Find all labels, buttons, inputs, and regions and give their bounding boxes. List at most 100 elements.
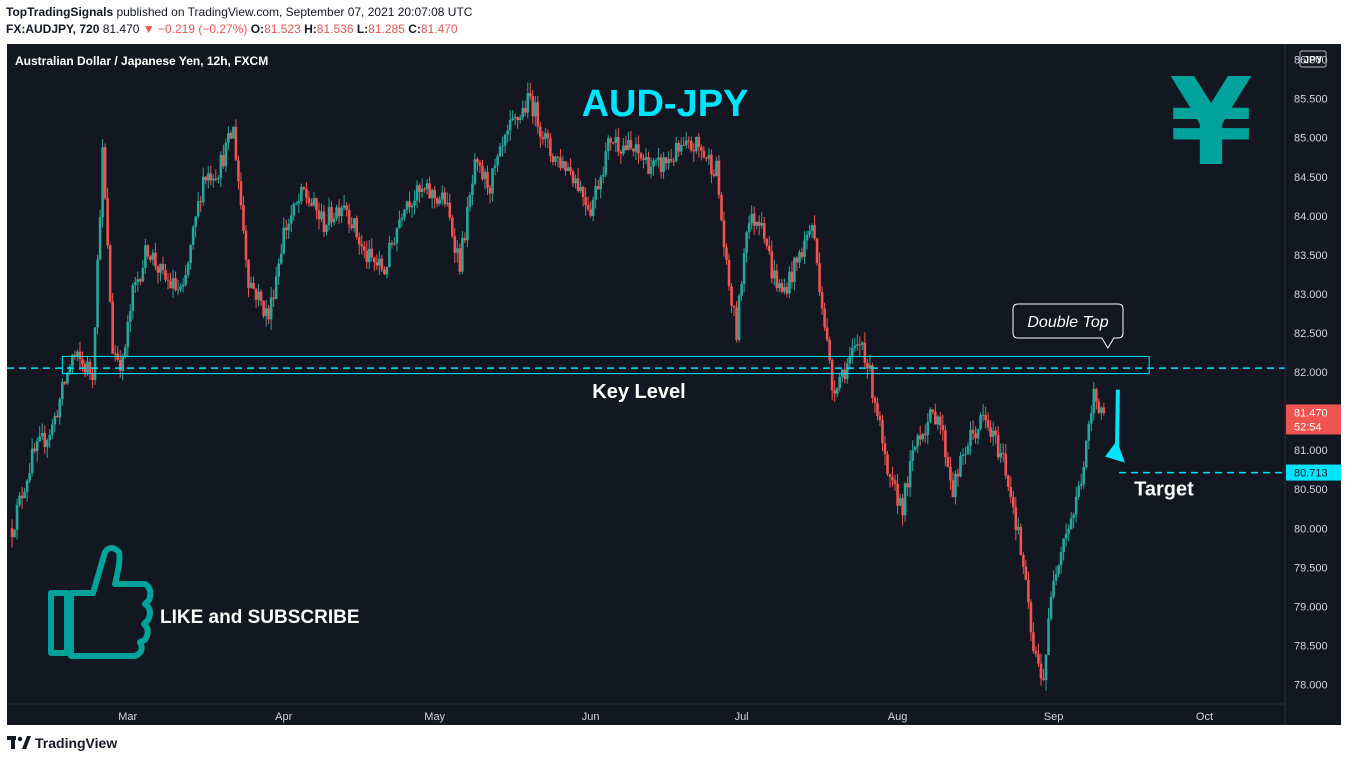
- candle-body: [853, 345, 857, 349]
- candle-body: [911, 450, 914, 461]
- candle-body: [493, 165, 497, 169]
- candle-body: [350, 224, 353, 229]
- publisher-name[interactable]: TopTradingSignals: [6, 5, 114, 19]
- candle: [820, 286, 824, 315]
- candle: [813, 215, 816, 241]
- candle: [604, 142, 608, 178]
- candle: [966, 441, 970, 455]
- candle-body: [652, 160, 655, 167]
- candle: [199, 195, 203, 213]
- candle: [1069, 512, 1073, 530]
- tradingview-brand[interactable]: TradingView: [7, 735, 117, 751]
- candle-body: [908, 460, 912, 488]
- candle: [526, 82, 530, 119]
- candle-body: [476, 159, 479, 163]
- promo-text: LIKE and SUBSCRIBE: [160, 607, 360, 628]
- candle-body: [63, 381, 67, 384]
- candle: [206, 165, 210, 189]
- candle-body: [1054, 574, 1058, 581]
- candle-body: [390, 242, 394, 245]
- candle-body: [1087, 423, 1091, 441]
- chart-svg[interactable]: Key Level Target Double Top AUD-JPY Aust…: [7, 44, 1341, 725]
- candle: [715, 156, 718, 177]
- candle: [1032, 621, 1035, 654]
- candle-body: [780, 283, 784, 292]
- candle: [677, 140, 681, 157]
- candle-body: [934, 411, 937, 425]
- candle-body: [282, 227, 286, 254]
- candle-body: [823, 308, 826, 328]
- candle-body: [541, 136, 545, 140]
- candle-body: [257, 291, 260, 300]
- candle: [561, 155, 565, 170]
- candle: [667, 151, 670, 170]
- candle: [664, 156, 668, 170]
- candle-body: [730, 286, 733, 306]
- candle-body: [199, 201, 203, 203]
- candle-body: [790, 271, 794, 283]
- candle: [949, 456, 952, 490]
- candle: [491, 168, 494, 202]
- candle-body: [478, 162, 482, 166]
- candle-body: [347, 209, 351, 225]
- candle-body: [803, 240, 806, 258]
- candle: [25, 478, 29, 502]
- currency-badge: [1299, 50, 1327, 68]
- candle-body: [76, 351, 79, 357]
- candle-body: [866, 362, 869, 369]
- candle-body: [921, 433, 925, 440]
- candle: [1064, 523, 1068, 547]
- candle: [249, 276, 253, 289]
- candle-body: [634, 144, 638, 152]
- candle-body: [861, 342, 864, 345]
- candle: [284, 219, 288, 240]
- candle: [856, 334, 859, 351]
- candle-body: [365, 250, 369, 263]
- candle: [282, 217, 286, 255]
- candle-body: [28, 473, 31, 481]
- candle: [440, 185, 444, 206]
- candle: [98, 209, 102, 261]
- x-tick-label: Jun: [582, 711, 600, 723]
- countdown-text: 52:54: [1294, 421, 1322, 433]
- candle: [717, 155, 721, 199]
- change-value: ▼ −0.219 (−0.27%): [142, 22, 248, 36]
- candle: [508, 110, 512, 141]
- candle: [174, 271, 177, 292]
- candle-body: [30, 448, 34, 474]
- candle-body: [654, 160, 658, 162]
- candle: [1049, 591, 1053, 621]
- candle: [606, 134, 610, 161]
- candle-body: [375, 261, 379, 266]
- candle: [908, 450, 912, 497]
- candle: [242, 196, 245, 234]
- candle: [234, 119, 238, 161]
- candle: [435, 196, 439, 208]
- candle: [176, 279, 180, 296]
- candle: [974, 426, 977, 444]
- candle: [737, 293, 741, 343]
- candle-body: [425, 183, 429, 190]
- candle: [516, 116, 519, 129]
- candle: [438, 195, 442, 206]
- chart-area[interactable]: Key Level Target Double Top AUD-JPY Aust…: [7, 44, 1341, 725]
- candle: [252, 276, 255, 290]
- x-tick-label: Mar: [118, 711, 137, 723]
- candle-body: [544, 133, 547, 140]
- candle: [662, 151, 665, 179]
- candle: [320, 203, 323, 223]
- thumbs-up-icon: [48, 545, 154, 659]
- candle-body: [222, 154, 225, 167]
- candle: [362, 240, 366, 259]
- candle: [850, 338, 854, 364]
- candle: [10, 519, 14, 548]
- candle-body: [521, 107, 525, 118]
- candle-body: [745, 232, 748, 253]
- candle-body: [1069, 518, 1073, 530]
- candle-body: [581, 186, 585, 197]
- candle-body: [1074, 496, 1078, 515]
- candle-body: [916, 435, 920, 447]
- candle-body: [1037, 654, 1040, 664]
- candle-body: [800, 252, 804, 258]
- y-tick-label: 86.000: [1294, 55, 1328, 67]
